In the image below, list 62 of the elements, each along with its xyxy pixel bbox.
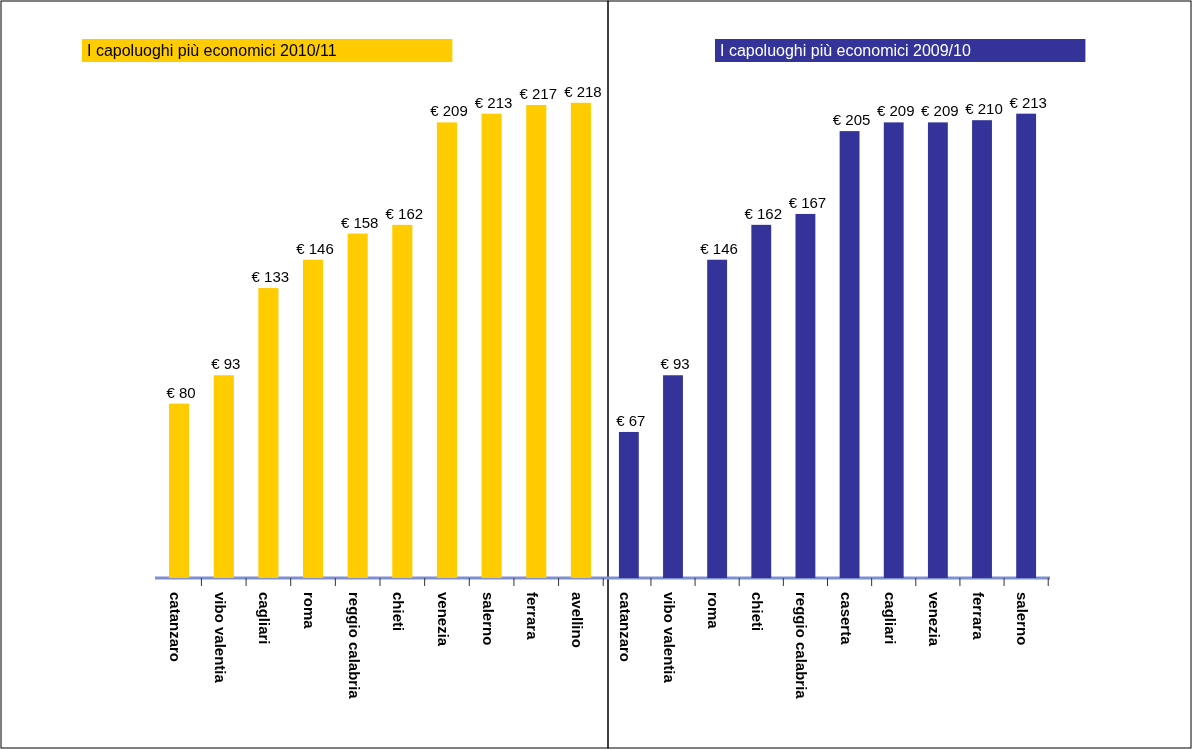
chart-title: I capoluoghi più economici 2010/11 <box>87 42 337 59</box>
bar <box>258 288 279 578</box>
data-label: € 213 <box>474 93 513 111</box>
x-tick-label: ferrara <box>524 592 542 641</box>
x-tick-label: cagliari <box>256 592 274 645</box>
bar <box>347 233 368 578</box>
bar <box>570 102 591 578</box>
data-label: € 80 <box>166 383 196 401</box>
data-label: € 158 <box>340 213 379 231</box>
x-tick-label: caserta <box>837 592 855 646</box>
bar <box>663 375 683 578</box>
x-tick-label: catanzaro <box>167 592 185 663</box>
chart-title: I capoluoghi più economici 2009/10 <box>720 42 971 59</box>
bar <box>302 259 324 578</box>
bar <box>972 120 992 578</box>
x-tick-label: roma <box>301 592 319 630</box>
data-label: € 213 <box>1009 93 1047 111</box>
x-tick-label: vibo valentia <box>211 592 229 684</box>
data-label: € 210 <box>965 100 1003 118</box>
x-tick-label: ferrara <box>970 592 988 641</box>
x-tick-label: salerno <box>479 592 497 646</box>
x-tick-label: venezia <box>925 592 943 647</box>
data-label: € 162 <box>385 204 424 222</box>
data-label: € 205 <box>832 111 871 129</box>
bar <box>1016 113 1037 578</box>
data-label: € 167 <box>788 193 827 211</box>
data-label: € 209 <box>876 102 915 120</box>
bar <box>481 113 502 578</box>
bar <box>436 122 458 578</box>
bar <box>883 122 904 578</box>
data-label: € 133 <box>251 268 290 286</box>
x-tick-label: roma <box>705 592 723 630</box>
x-tick-label: chieti <box>390 592 408 632</box>
x-tick-label: reggio calabria <box>793 592 811 700</box>
data-label: € 218 <box>564 82 602 100</box>
bar <box>392 224 413 578</box>
data-label: € 217 <box>519 84 558 102</box>
bar <box>707 259 728 578</box>
data-label: € 93 <box>660 355 690 373</box>
data-label: € 67 <box>616 411 646 429</box>
bar <box>795 213 816 578</box>
data-label: € 93 <box>211 355 241 373</box>
bar <box>751 224 772 578</box>
x-tick-label: cagliari <box>881 592 899 645</box>
x-tick-label: catanzaro <box>616 592 634 663</box>
x-tick-label: reggio calabria <box>345 592 363 700</box>
bar <box>526 104 547 578</box>
bar <box>618 431 639 578</box>
data-label: € 146 <box>296 239 334 257</box>
x-tick-label: chieti <box>749 592 767 632</box>
bar <box>839 131 860 578</box>
x-tick-label: vibo valentia <box>661 592 679 684</box>
x-tick-label: venezia <box>435 592 452 647</box>
data-label: € 209 <box>921 102 959 120</box>
data-label: € 146 <box>700 239 738 257</box>
bar <box>169 403 190 578</box>
bar <box>213 375 234 578</box>
x-tick-label: salerno <box>1014 592 1032 646</box>
data-label: € 209 <box>430 102 468 120</box>
data-label: € 162 <box>744 204 783 222</box>
x-tick-label: avellino <box>568 592 586 648</box>
bar <box>927 122 948 578</box>
